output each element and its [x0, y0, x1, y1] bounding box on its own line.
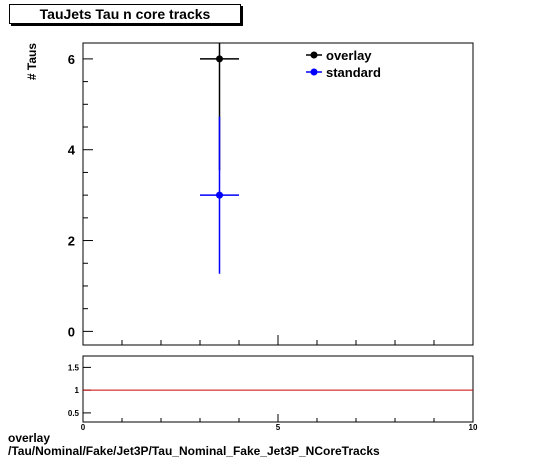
ratio-x-tick-label: 10 [469, 423, 478, 432]
legend-marker [310, 68, 318, 76]
footer-line-2: /Tau/Nominal/Fake/Jet3P/Tau_Nominal_Fake… [8, 444, 380, 458]
y-tick-label: 4 [68, 143, 76, 158]
chart-title: TauJets Tau n core tracks [39, 6, 211, 22]
ratio-x-tick-label: 0 [81, 423, 86, 432]
ratio-plot-frame [82, 355, 474, 423]
ratio-y-tick-label: 1.5 [68, 363, 80, 372]
histogram-path-footer: overlay /Tau/Nominal/Fake/Jet3P/Tau_Nomi… [8, 432, 380, 458]
ratio-x-tick-label: 5 [276, 423, 281, 432]
data-point [216, 191, 223, 199]
legend-marker [310, 51, 318, 59]
y-axis-label: # Taus [25, 43, 39, 80]
legend-label: overlay [326, 48, 372, 63]
footer-line-1: overlay [8, 431, 51, 445]
y-tick-label: 2 [68, 234, 75, 249]
ratio-y-tick-label: 0.5 [68, 409, 80, 418]
ratio-y-tick-label: 1 [75, 386, 80, 395]
main-plot-frame [82, 42, 474, 346]
legend-label: standard [326, 65, 381, 80]
y-tick-label: 0 [68, 324, 75, 339]
chart-title-box: TauJets Tau n core tracks [9, 4, 241, 24]
y-tick-label: 6 [68, 52, 75, 67]
data-point [216, 55, 223, 63]
